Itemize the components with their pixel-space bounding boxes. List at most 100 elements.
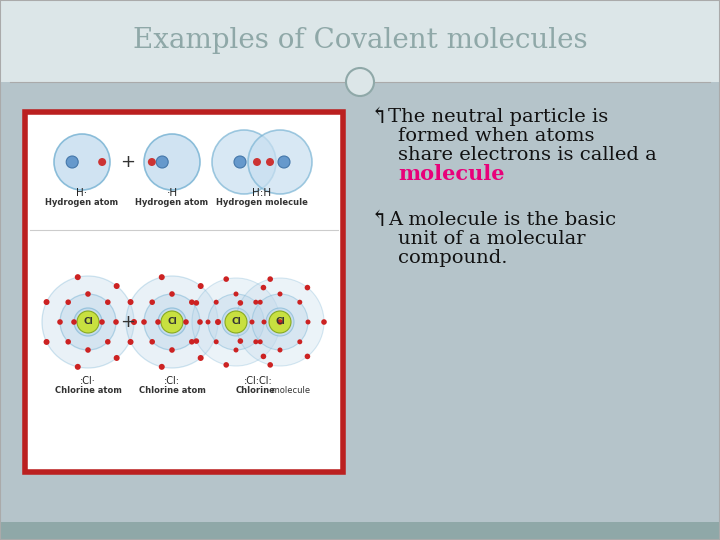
Circle shape bbox=[238, 338, 243, 344]
Text: Chlorine atom: Chlorine atom bbox=[55, 386, 122, 395]
Text: molecule: molecule bbox=[398, 164, 505, 184]
Text: Hydrogen atom: Hydrogen atom bbox=[135, 198, 209, 207]
Text: The neutral particle is: The neutral particle is bbox=[388, 108, 608, 126]
Circle shape bbox=[148, 158, 156, 166]
Circle shape bbox=[223, 276, 229, 282]
Circle shape bbox=[253, 339, 258, 345]
Circle shape bbox=[189, 339, 194, 345]
Circle shape bbox=[159, 364, 165, 370]
Circle shape bbox=[305, 320, 310, 325]
Circle shape bbox=[266, 308, 294, 336]
Circle shape bbox=[214, 339, 219, 345]
Text: +: + bbox=[120, 153, 135, 171]
Circle shape bbox=[305, 354, 310, 359]
Text: Chlorine: Chlorine bbox=[236, 386, 276, 395]
Circle shape bbox=[131, 319, 137, 325]
Circle shape bbox=[214, 300, 219, 305]
Circle shape bbox=[158, 308, 186, 336]
Circle shape bbox=[252, 294, 308, 350]
FancyBboxPatch shape bbox=[25, 112, 343, 472]
Circle shape bbox=[141, 319, 147, 325]
Circle shape bbox=[156, 319, 161, 325]
Circle shape bbox=[212, 130, 276, 194]
Circle shape bbox=[66, 339, 71, 345]
Circle shape bbox=[321, 319, 327, 325]
Circle shape bbox=[346, 68, 374, 96]
Text: compound.: compound. bbox=[398, 249, 508, 267]
Circle shape bbox=[223, 362, 229, 368]
Circle shape bbox=[197, 319, 203, 325]
Circle shape bbox=[57, 319, 63, 325]
Circle shape bbox=[144, 294, 200, 350]
Circle shape bbox=[238, 300, 243, 306]
Text: formed when atoms: formed when atoms bbox=[398, 127, 595, 145]
Circle shape bbox=[144, 134, 200, 190]
Text: unit of a molecular: unit of a molecular bbox=[398, 230, 585, 248]
Circle shape bbox=[71, 319, 77, 325]
Circle shape bbox=[98, 158, 106, 166]
Circle shape bbox=[85, 347, 91, 353]
Text: Cl: Cl bbox=[275, 318, 285, 327]
Circle shape bbox=[99, 319, 105, 325]
Circle shape bbox=[215, 319, 221, 325]
Text: :Cl·: :Cl· bbox=[80, 376, 96, 386]
Circle shape bbox=[194, 300, 199, 306]
Circle shape bbox=[169, 291, 175, 297]
Circle shape bbox=[261, 320, 266, 325]
FancyBboxPatch shape bbox=[0, 82, 720, 522]
Circle shape bbox=[127, 299, 133, 305]
Text: share electrons is called a: share electrons is called a bbox=[398, 146, 657, 164]
Circle shape bbox=[150, 299, 155, 305]
Circle shape bbox=[192, 278, 280, 366]
Text: :Cl:: :Cl: bbox=[164, 376, 180, 386]
Circle shape bbox=[198, 283, 204, 289]
FancyBboxPatch shape bbox=[0, 522, 720, 540]
Circle shape bbox=[42, 276, 134, 368]
Circle shape bbox=[105, 339, 111, 345]
Circle shape bbox=[189, 299, 194, 305]
Text: H:H: H:H bbox=[253, 188, 271, 198]
Circle shape bbox=[205, 320, 210, 325]
Circle shape bbox=[305, 285, 310, 291]
Text: Cl: Cl bbox=[83, 318, 93, 327]
Circle shape bbox=[297, 300, 302, 305]
Circle shape bbox=[253, 300, 258, 305]
Circle shape bbox=[126, 276, 218, 368]
Circle shape bbox=[127, 339, 133, 345]
Text: ↰: ↰ bbox=[370, 209, 389, 231]
Text: Hydrogen molecule: Hydrogen molecule bbox=[216, 198, 308, 207]
Circle shape bbox=[66, 156, 78, 168]
Circle shape bbox=[74, 308, 102, 336]
Text: A molecule is the basic: A molecule is the basic bbox=[388, 211, 616, 229]
Circle shape bbox=[222, 308, 250, 336]
Circle shape bbox=[267, 276, 273, 282]
Circle shape bbox=[297, 339, 302, 345]
Text: Hydrogen atom: Hydrogen atom bbox=[45, 198, 119, 207]
Circle shape bbox=[114, 355, 120, 361]
Circle shape bbox=[277, 319, 283, 325]
Circle shape bbox=[85, 291, 91, 297]
Text: :Cl:Cl:: :Cl:Cl: bbox=[243, 376, 272, 386]
Circle shape bbox=[75, 364, 81, 370]
Text: Examples of Covalent molecules: Examples of Covalent molecules bbox=[132, 26, 588, 53]
Circle shape bbox=[183, 319, 189, 325]
Circle shape bbox=[253, 158, 261, 166]
Circle shape bbox=[169, 347, 175, 353]
Circle shape bbox=[77, 311, 99, 333]
Circle shape bbox=[278, 156, 290, 168]
Text: Cl: Cl bbox=[231, 318, 241, 327]
Circle shape bbox=[208, 294, 264, 350]
Circle shape bbox=[43, 299, 50, 305]
Circle shape bbox=[261, 354, 266, 359]
Circle shape bbox=[225, 311, 247, 333]
Circle shape bbox=[261, 285, 266, 291]
FancyBboxPatch shape bbox=[0, 0, 720, 82]
Text: Chlorine atom: Chlorine atom bbox=[138, 386, 205, 395]
Circle shape bbox=[60, 294, 116, 350]
Circle shape bbox=[258, 300, 263, 305]
Text: H·: H· bbox=[76, 188, 88, 198]
Circle shape bbox=[266, 158, 274, 166]
Circle shape bbox=[248, 130, 312, 194]
Circle shape bbox=[161, 311, 183, 333]
Circle shape bbox=[277, 292, 282, 296]
